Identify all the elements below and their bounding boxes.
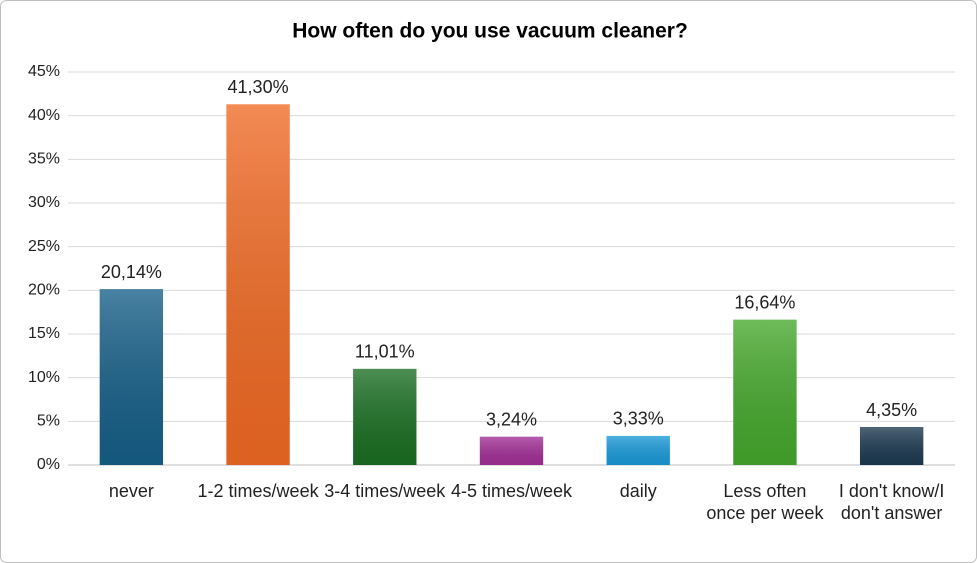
x-tick-label: 4-5 times/week <box>450 481 573 501</box>
bar-shade <box>859 427 924 465</box>
bar-shade <box>99 289 164 465</box>
y-tick-label: 30% <box>28 194 60 211</box>
x-tick-label: 3-4 times/week <box>324 481 446 501</box>
value-label: 11,01% <box>355 342 415 362</box>
value-label: 3,24% <box>486 409 537 429</box>
value-label: 41,30% <box>228 77 289 97</box>
y-tick-label: 35% <box>28 151 60 168</box>
x-tick-label: daily <box>619 481 657 501</box>
value-label: 20,14% <box>101 262 162 282</box>
x-tick-label: Less often once per week <box>706 481 824 523</box>
y-tick-label: 15% <box>28 325 60 342</box>
y-tick-label: 45% <box>28 63 60 80</box>
bar-shade <box>733 319 797 465</box>
y-tick-label: 40% <box>28 107 60 124</box>
x-tick-label: I don't know/I don't answer <box>838 481 945 523</box>
chart-title: How often do you use vacuum cleaner? <box>292 20 688 43</box>
value-label: 4,35% <box>866 400 917 420</box>
y-tick-label: 5% <box>37 413 60 430</box>
y-tick-label: 10% <box>28 369 60 386</box>
bar-shade <box>606 435 670 465</box>
x-tick-label: never <box>108 481 154 501</box>
y-tick-label: 0% <box>37 456 60 473</box>
bar-shade <box>226 104 290 466</box>
value-label: 16,64% <box>734 292 795 312</box>
y-tick-label: 20% <box>28 282 60 299</box>
bar-shade <box>353 368 417 465</box>
bar-shade <box>479 436 544 465</box>
value-label: 3,33% <box>613 409 664 429</box>
y-tick-label: 25% <box>28 238 60 255</box>
x-tick-label: 1-2 times/week <box>197 481 319 501</box>
